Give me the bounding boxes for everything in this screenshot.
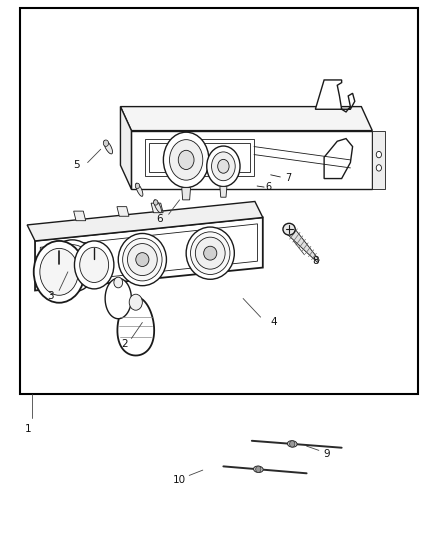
Text: 4: 4	[270, 318, 277, 327]
Polygon shape	[74, 211, 86, 221]
Circle shape	[170, 140, 203, 180]
Circle shape	[34, 241, 85, 303]
Ellipse shape	[204, 246, 217, 260]
Ellipse shape	[104, 140, 113, 154]
Ellipse shape	[287, 441, 297, 447]
Polygon shape	[149, 143, 250, 172]
Polygon shape	[120, 107, 131, 189]
Polygon shape	[117, 297, 154, 356]
Circle shape	[376, 151, 381, 158]
Polygon shape	[151, 203, 163, 213]
Text: 5: 5	[73, 160, 80, 170]
Polygon shape	[105, 278, 131, 319]
Polygon shape	[286, 225, 319, 262]
Text: 6: 6	[156, 214, 163, 223]
Polygon shape	[27, 201, 263, 241]
Circle shape	[218, 159, 229, 173]
Polygon shape	[324, 139, 353, 179]
Ellipse shape	[127, 244, 157, 276]
Polygon shape	[220, 187, 227, 197]
Text: 7: 7	[285, 173, 291, 183]
Polygon shape	[372, 131, 385, 189]
Circle shape	[114, 277, 123, 288]
Circle shape	[80, 247, 109, 282]
Text: 2: 2	[121, 339, 128, 349]
Ellipse shape	[136, 253, 149, 266]
Circle shape	[212, 152, 235, 181]
Circle shape	[178, 150, 194, 169]
Ellipse shape	[186, 227, 234, 279]
Polygon shape	[20, 8, 418, 394]
Polygon shape	[40, 224, 258, 284]
Text: 1: 1	[25, 424, 32, 434]
Circle shape	[290, 441, 295, 447]
Circle shape	[135, 183, 140, 189]
Text: 3: 3	[47, 291, 54, 301]
Polygon shape	[182, 188, 191, 200]
Ellipse shape	[191, 232, 230, 274]
Ellipse shape	[283, 223, 295, 235]
Ellipse shape	[53, 245, 92, 287]
Ellipse shape	[118, 233, 166, 286]
Polygon shape	[145, 139, 254, 176]
Polygon shape	[120, 107, 372, 131]
Polygon shape	[35, 217, 263, 290]
Ellipse shape	[195, 237, 225, 269]
Text: 6: 6	[266, 182, 272, 192]
Circle shape	[256, 466, 261, 472]
Circle shape	[129, 294, 142, 310]
Circle shape	[163, 132, 209, 188]
Polygon shape	[315, 80, 355, 112]
Polygon shape	[117, 207, 129, 216]
Ellipse shape	[57, 250, 87, 282]
Ellipse shape	[48, 240, 96, 292]
Ellipse shape	[254, 466, 263, 472]
Circle shape	[376, 165, 381, 171]
Ellipse shape	[136, 183, 143, 196]
Ellipse shape	[123, 238, 162, 281]
Ellipse shape	[66, 259, 79, 273]
Ellipse shape	[154, 200, 162, 213]
Text: 9: 9	[323, 449, 330, 459]
Text: 10: 10	[173, 475, 186, 484]
Circle shape	[207, 146, 240, 187]
Circle shape	[154, 200, 158, 205]
Circle shape	[40, 248, 78, 295]
Circle shape	[103, 140, 109, 147]
Text: 8: 8	[312, 256, 319, 266]
Circle shape	[74, 241, 114, 289]
Polygon shape	[131, 131, 372, 189]
